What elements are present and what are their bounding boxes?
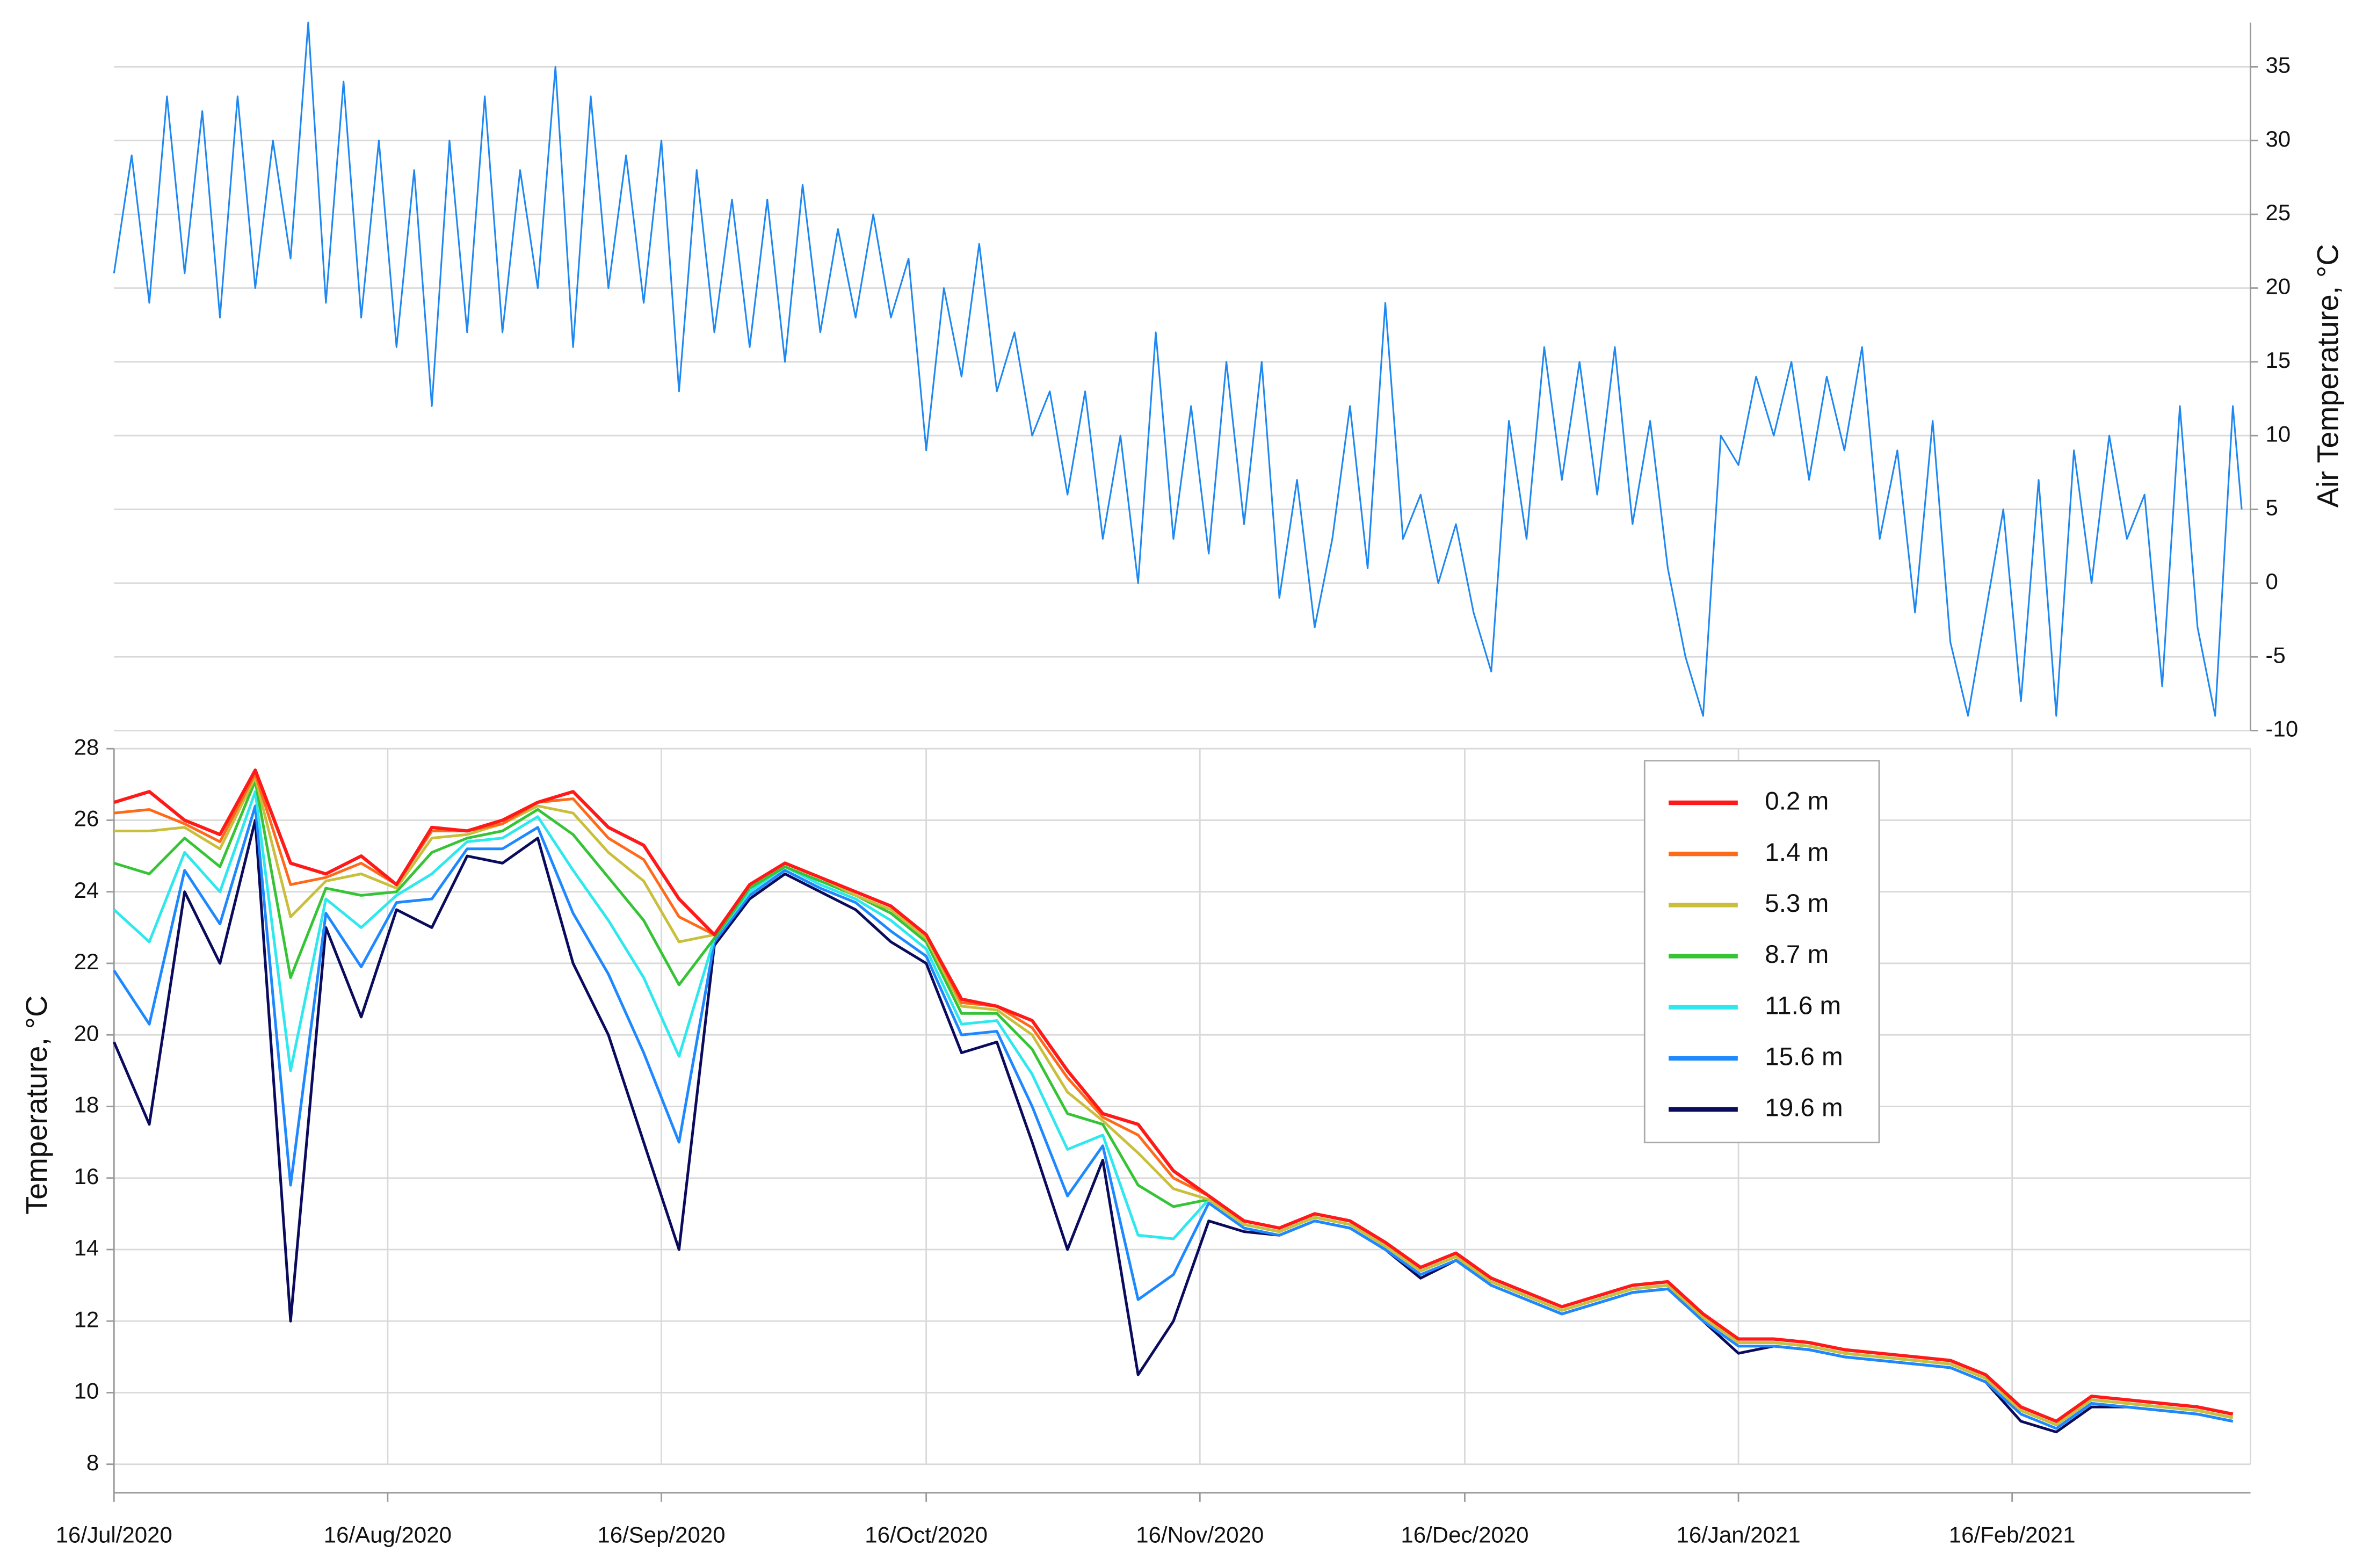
x-tick-label: 16/Jan/2021 (1676, 1522, 1800, 1547)
legend-item: 11.6 m (1669, 991, 1841, 1020)
x-tick-label: 16/Jul/2020 (56, 1522, 172, 1547)
legend-label: 5.3 m (1765, 889, 1829, 918)
y-tick-label: 22 (74, 949, 99, 974)
y-tick-label: -5 (2266, 642, 2286, 667)
data-line (113, 779, 2234, 1426)
y-tick-label: 5 (2266, 495, 2278, 520)
legend-item: 19.6 m (1669, 1094, 1843, 1122)
x-tick-label: 16/Dec/2020 (1401, 1522, 1528, 1547)
data-line (113, 790, 2234, 1426)
legend: 0.2 m 1.4 m 5.3 m 8.7 m 11.6 m 15.6 m 19.6 m (1643, 760, 1880, 1144)
legend-item: 0.2 m (1669, 787, 1829, 816)
y-tick-label: 25 (2266, 200, 2291, 225)
data-line (113, 21, 2243, 717)
legend-label: 1.4 m (1765, 838, 1829, 867)
data-line (112, 818, 2234, 1434)
legend-label: 19.6 m (1765, 1094, 1843, 1122)
y-tick-label: 12 (74, 1306, 99, 1332)
x-tick-label: 16/Feb/2021 (1949, 1522, 2076, 1547)
y-tick-label: 8 (86, 1450, 99, 1475)
y-tick-label: 20 (2266, 274, 2291, 299)
x-tick-label: 16/Aug/2020 (324, 1522, 452, 1547)
y-tick-label: 10 (2266, 421, 2291, 446)
y-tick-label: 35 (2266, 53, 2291, 78)
y-tick-label: 20 (74, 1020, 99, 1046)
x-tick-label: 16/Sep/2020 (597, 1522, 725, 1547)
y-tick-label: 24 (74, 877, 99, 903)
legend-label: 8.7 m (1765, 940, 1829, 969)
y-tick-label: 0 (2266, 569, 2278, 594)
y-tick-label: 30 (2266, 126, 2291, 151)
data-line (114, 772, 2234, 1423)
data-line (113, 768, 2234, 1423)
y-tick-label: 10 (74, 1378, 99, 1404)
y-tick-label: 18 (74, 1092, 99, 1117)
legend-label: 11.6 m (1765, 991, 1841, 1020)
y-tick-label: 16 (74, 1164, 99, 1189)
legend-item: 5.3 m (1669, 889, 1829, 918)
x-tick-label: 16/Oct/2020 (865, 1522, 988, 1547)
legend-box (1643, 760, 1880, 1144)
y-tick-label: 15 (2266, 347, 2291, 373)
water-axis-title: Temperature, °C (19, 996, 53, 1215)
y-tick-label: -10 (2266, 716, 2299, 742)
legend-item: 15.6 m (1669, 1043, 1843, 1071)
legend-label: 15.6 m (1765, 1043, 1843, 1071)
x-tick-label: 16/Nov/2020 (1136, 1522, 1264, 1547)
y-tick-label: 14 (74, 1235, 99, 1260)
y-tick-label: 26 (74, 806, 99, 831)
y-tick-label: 28 (74, 734, 99, 759)
data-line (114, 775, 2234, 1426)
legend-item: 8.7 m (1669, 940, 1829, 969)
air-axis-title: Air Temperature, °C (2311, 244, 2345, 507)
data-line (113, 804, 2234, 1430)
legend-item: 1.4 m (1669, 838, 1829, 867)
legend-label: 0.2 m (1765, 787, 1829, 816)
